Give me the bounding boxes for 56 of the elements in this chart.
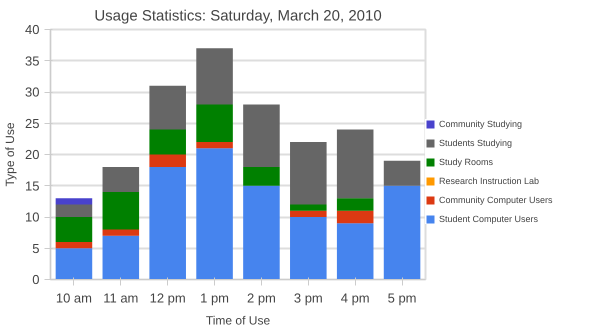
bar <box>149 167 186 280</box>
bar <box>290 204 327 211</box>
x-tick-label: 5 pm <box>388 290 417 306</box>
y-axis-title: Type of Use <box>3 122 18 187</box>
legend-label: Students Studying <box>439 138 512 148</box>
bar <box>196 104 233 142</box>
legend-label: Student Computer Users <box>439 214 538 224</box>
x-tick-label: 1 pm <box>200 290 230 306</box>
y-tick-label: 40 <box>25 22 40 37</box>
bar <box>102 167 140 192</box>
x-tick-label: 3 pm <box>294 290 323 306</box>
bar <box>290 142 327 204</box>
bar <box>243 186 280 280</box>
bar <box>56 204 92 217</box>
x-tick-label: 4 pm <box>340 290 370 306</box>
y-tick-label: 20 <box>25 147 40 162</box>
y-tick-label: 10 <box>25 210 40 224</box>
bar <box>149 154 186 167</box>
bar <box>196 142 233 148</box>
bar <box>102 236 140 280</box>
bar <box>56 217 92 242</box>
legend-label: Research Instruction Lab <box>439 176 540 186</box>
bar <box>196 148 233 280</box>
bar <box>336 210 374 224</box>
bar <box>102 230 140 236</box>
bar <box>196 48 233 104</box>
x-tick-label: 12 pm <box>150 290 186 306</box>
bar <box>336 198 374 211</box>
bar <box>149 86 186 130</box>
x-tick-label: 2 pm <box>246 290 276 306</box>
x-tick-label: 11 am <box>103 290 138 306</box>
y-tick-label: 0 <box>32 272 40 287</box>
x-axis-title: Time of Use <box>206 314 270 328</box>
bar <box>290 210 327 217</box>
y-tick-label: 35 <box>25 53 40 68</box>
bar <box>243 167 280 186</box>
bar <box>56 198 92 204</box>
x-tick-label: 10 am <box>56 290 92 306</box>
legend-label: Study Rooms <box>439 157 494 167</box>
chart-title: Usage Statistics: Saturday, March 20, 2010 <box>94 8 382 24</box>
legend-label: Community Computer Users <box>439 195 553 205</box>
bar <box>56 248 92 280</box>
bar <box>336 223 374 280</box>
bar <box>102 192 140 230</box>
bar <box>56 242 92 248</box>
y-tick-label: 25 <box>25 116 40 131</box>
legend-label: Community Studying <box>439 119 522 129</box>
bar <box>384 160 420 186</box>
bar <box>149 130 186 154</box>
y-tick-label: 30 <box>25 84 40 100</box>
y-tick-label: 15 <box>25 178 40 194</box>
bar <box>243 104 280 167</box>
bar <box>290 217 327 280</box>
y-tick-label: 5 <box>32 240 40 256</box>
bar <box>384 186 420 280</box>
bar <box>336 130 374 198</box>
